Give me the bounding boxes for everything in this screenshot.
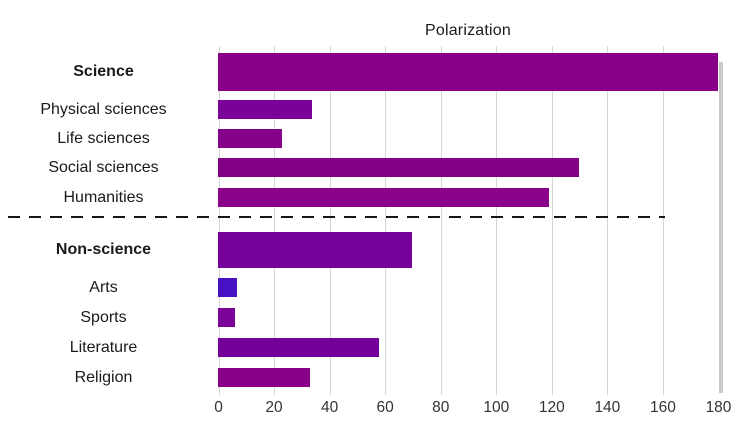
category-label-arts: Arts bbox=[89, 278, 118, 296]
x-tick-label-0: 0 bbox=[214, 399, 223, 416]
x-tick-label-160: 160 bbox=[650, 399, 676, 416]
chart-title: Polarization bbox=[424, 22, 511, 39]
gridline-40 bbox=[329, 46, 331, 395]
group-separator-dashed-line bbox=[8, 216, 665, 218]
bar-sports bbox=[218, 308, 235, 327]
x-tick-label-100: 100 bbox=[483, 399, 510, 416]
gridline-0 bbox=[218, 46, 220, 395]
bar-physical-sciences bbox=[218, 100, 313, 119]
bar-social-sciences bbox=[218, 158, 580, 177]
x-tick-label-120: 120 bbox=[538, 399, 565, 416]
gridline-60 bbox=[385, 46, 387, 395]
bar-literature bbox=[218, 338, 380, 357]
category-label-non-science: Non-science bbox=[55, 241, 152, 258]
category-label-sports: Sports bbox=[80, 308, 127, 326]
gridline-140 bbox=[607, 46, 609, 395]
bar-religion bbox=[218, 368, 310, 387]
bar-humanities bbox=[218, 188, 549, 207]
x-tick-label-80: 80 bbox=[432, 399, 450, 416]
category-label-literature: Literature bbox=[69, 338, 138, 356]
x-tick-label-20: 20 bbox=[265, 399, 283, 416]
gridline-80 bbox=[440, 46, 442, 395]
x-tick-label-180: 180 bbox=[705, 399, 732, 416]
plot-right-border-line bbox=[719, 62, 723, 393]
category-label-physical-sciences: Physical sciences bbox=[40, 100, 167, 118]
bar-science bbox=[218, 53, 718, 91]
gridline-20 bbox=[274, 46, 276, 395]
x-tick-label-60: 60 bbox=[376, 399, 394, 416]
category-label-science: Science bbox=[73, 63, 134, 80]
x-tick-label-40: 40 bbox=[320, 399, 339, 416]
category-label-life-sciences: Life sciences bbox=[57, 129, 150, 147]
bar-non-science bbox=[218, 232, 413, 268]
bar-life-sciences bbox=[218, 129, 282, 148]
category-label-religion: Religion bbox=[74, 368, 133, 386]
category-label-humanities: Humanities bbox=[63, 188, 144, 206]
gridline-100 bbox=[496, 46, 498, 395]
gridline-160 bbox=[662, 46, 664, 395]
bar-arts bbox=[218, 278, 238, 297]
x-tick-label-140: 140 bbox=[594, 399, 621, 416]
gridline-120 bbox=[551, 46, 553, 395]
category-label-social-sciences: Social sciences bbox=[48, 158, 159, 176]
